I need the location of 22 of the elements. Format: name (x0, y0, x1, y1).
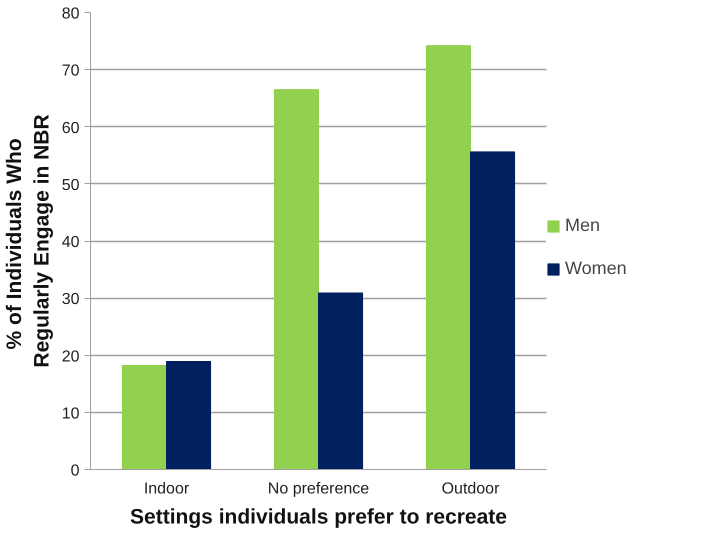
bar (470, 151, 516, 470)
y-tick-label: 50 (62, 176, 80, 194)
y-tick-label: 70 (62, 62, 80, 80)
y-tick-label: 10 (62, 405, 80, 422)
x-tick-label: Indoor (144, 480, 190, 498)
y-tick-label: 30 (62, 291, 80, 308)
y-tick-label: 40 (62, 234, 80, 251)
y-tick-label: 60 (62, 120, 80, 137)
bar (274, 89, 319, 470)
bar (122, 365, 167, 470)
x-axis-title: Settings individuals prefer to recreate (130, 506, 507, 528)
x-tick-label: No preference (268, 480, 370, 498)
legend-label: Women (565, 258, 627, 279)
x-tick-label: Outdoor (442, 480, 500, 498)
y-tick-label: 0 (70, 462, 80, 480)
y-axis-title: % of Individuals Who Regularly Engage in NBR (3, 114, 54, 368)
bar (426, 45, 471, 470)
y-tick-label: 80 (62, 6, 80, 22)
legend-label: Men (565, 215, 600, 236)
bar (166, 361, 212, 470)
y-tick-label: 20 (62, 348, 80, 366)
bar (318, 292, 364, 470)
